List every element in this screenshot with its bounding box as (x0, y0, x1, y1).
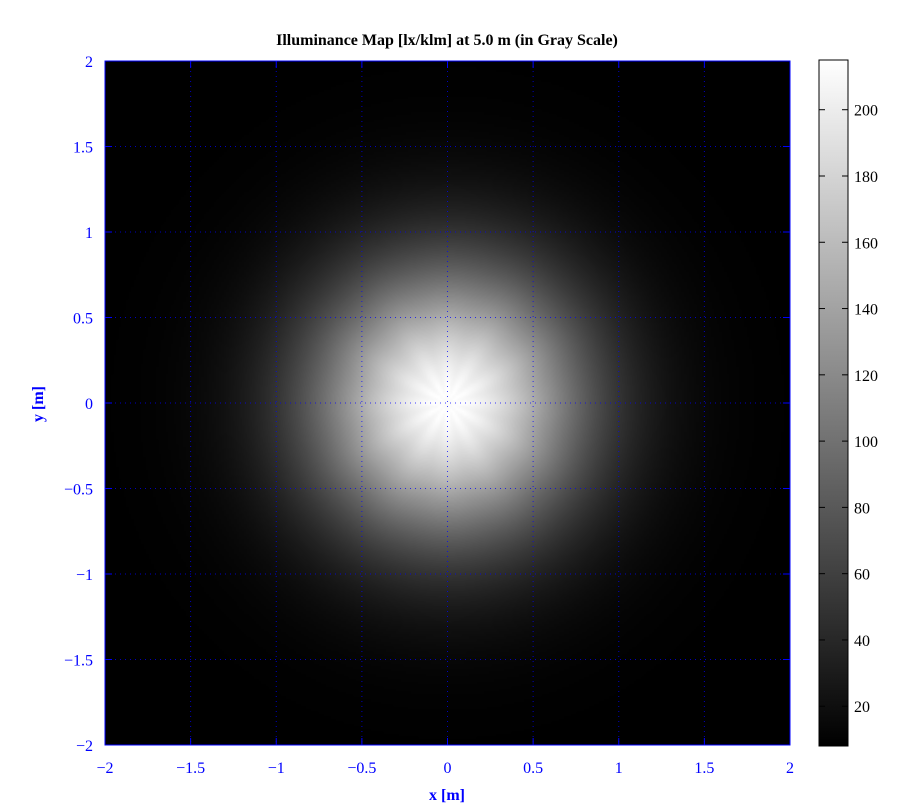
colorbar-tick-label: 20 (854, 699, 870, 716)
colorbar-tick-label: 120 (854, 368, 878, 385)
x-tick-label: 1.5 (694, 760, 714, 777)
y-tick-label: 1 (85, 225, 93, 242)
chart-title: Illuminance Map [lx/klm] at 5.0 m (in Gr… (276, 32, 618, 49)
colorbar-tick-label: 180 (854, 169, 878, 186)
colorbar-ticks: 200 180 160 140 120 100 80 60 40 20 (819, 103, 878, 716)
x-tick-label: −2 (96, 760, 113, 777)
y-axis-label: y [m] (30, 386, 47, 422)
colorbar-gradient (818, 59, 849, 747)
y-tick-label: −2 (76, 738, 93, 755)
x-tick-label: 0.5 (523, 760, 543, 777)
colorbar-tick-label: 160 (854, 235, 878, 252)
x-axis-label: x [m] (429, 787, 465, 804)
x-tick-label: −1 (268, 760, 285, 777)
y-tick-label: 0.5 (73, 311, 93, 328)
colorbar-tick-label: 140 (854, 302, 878, 319)
colorbar-tick-label: 40 (854, 633, 870, 650)
colorbar-tick-label: 100 (854, 434, 878, 451)
x-tick-label: 2 (786, 760, 794, 777)
colorbar: 200 180 160 140 120 100 80 60 40 20 (818, 59, 878, 747)
x-tick-label: −0.5 (347, 760, 376, 777)
colorbar-tick-label: 80 (854, 500, 870, 517)
y-tick-label: 0 (85, 396, 93, 413)
y-tick-label: −1.5 (64, 653, 93, 670)
x-axis: −2 −1.5 −1 −0.5 0 0.5 1 1.5 2 (96, 61, 794, 777)
y-tick-label: −1 (76, 567, 93, 584)
grid (105, 61, 790, 745)
y-tick-label: 2 (85, 54, 93, 71)
x-tick-label: 0 (444, 760, 452, 777)
y-axis: 2 1.5 1 0.5 0 −0.5 −1 −1.5 −2 (64, 54, 790, 755)
colorbar-tick-label: 200 (854, 103, 878, 120)
x-tick-label: 1 (615, 760, 623, 777)
heatmap-image (105, 61, 790, 745)
x-tick-label: −1.5 (176, 760, 205, 777)
colorbar-tick-label: 60 (854, 567, 870, 584)
y-tick-label: −0.5 (64, 482, 93, 499)
y-tick-label: 1.5 (73, 140, 93, 157)
heatmap (105, 61, 790, 745)
